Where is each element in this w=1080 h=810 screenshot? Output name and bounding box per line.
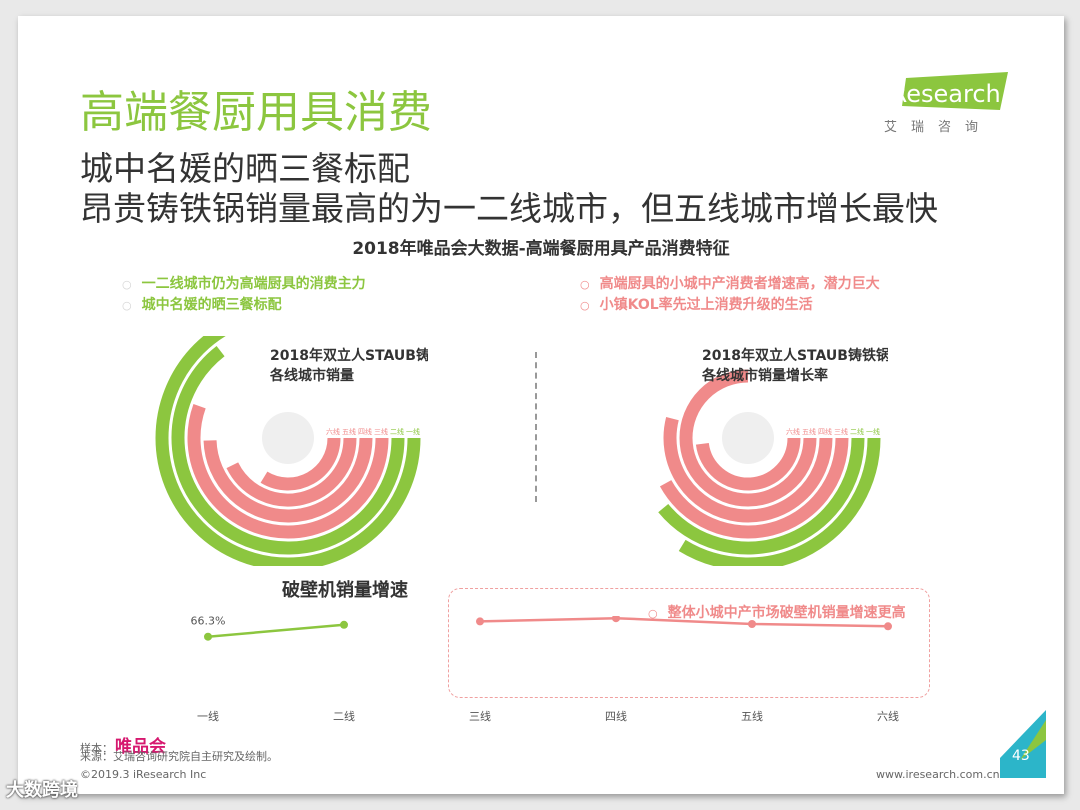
radial-label-1: 六线 [786,427,800,436]
line-x-tick: 六线 [877,709,899,723]
line-x-tick: 一线 [197,709,219,723]
subtitle-line-1: 城中名媛的晒三餐标配 [80,149,410,188]
highlight-note: 整体小城中产市场破壁机销量增速更高 [648,602,906,622]
center-placeholder [262,412,314,464]
sample-label: 样本： [80,742,113,755]
radial-bar-4 [187,403,389,539]
left-bullet-1: 一二线城市仍为高端厨具的消费主力 [122,274,366,295]
copyright: ©2019.3 iResearch Inc [80,768,207,781]
center-placeholder [722,412,774,464]
sample-value: 唯品会 [115,737,166,757]
footer-source: 来源：艾瑞咨询研究院自主研究及绘制。 [80,750,278,763]
line-x-tick: 五线 [741,709,763,723]
line-series-1 [207,623,345,638]
radial-bar-6 [678,437,881,566]
page-title: 高端餐厨用具消费 [80,87,432,138]
radial-label-4: 三线 [374,427,388,436]
line-data-label: 76.7% [871,616,906,617]
logo-banner-shape [902,72,1008,110]
chart-divider [535,352,537,502]
radial-label-3: 四线 [358,427,372,436]
line-chart-blender-growth: 66.3%78.2%81.6%84.8%79.0%76.7%一线二线三线四线五线… [191,616,906,723]
radial-title-line-2: 各线城市销量增长率 [701,367,828,384]
radial-bar-5 [171,345,405,555]
line-point [748,620,756,628]
line-chart-title: 破壁机销量增速 [282,580,408,601]
line-point [476,617,484,626]
watermark: 大数跨境 [6,780,78,801]
page-badge [1000,710,1046,778]
radial-title-line-1: 2018年双立人STAUB铸铁锅 [702,347,888,364]
right-bullet-1: 高端厨具的小城中产消费者增速高，潜力巨大 [580,274,880,295]
page-number: 43 [1012,748,1030,764]
slide: 高端餐厨用具消费 城中名媛的晒三餐标配 昂贵铸铁锅销量最高的为一二线城市，但五线… [18,16,1064,794]
radial-label-4: 三线 [834,427,848,436]
line-point [204,632,212,641]
radial-bar-3 [663,416,833,523]
logo-chinese: 艾瑞咨询 [884,120,993,135]
radial-label-6: 一线 [406,427,420,436]
logo-wordmark: iResearch [884,80,1001,108]
radial-bar-2 [679,369,817,507]
radial-bar-1 [695,437,801,491]
radial-bar-1 [260,437,341,491]
radial-bar-5 [658,437,865,555]
highlight-box [448,588,930,698]
radial-label-6: 一线 [866,427,880,436]
radial-bar-2 [226,437,357,507]
line-x-tick: 二线 [333,709,355,723]
chart-heading: 2018年唯品会大数据-高端餐厨用具产品消费特征 [352,239,730,259]
line-series-2 [479,616,889,628]
radial-bar-6 [155,336,421,566]
line-point [612,616,620,623]
radial-label-2: 五线 [802,427,816,436]
radial-bar-3 [203,437,373,523]
right-bullets: 高端厨具的小城中产消费者增速高，潜力巨大 小镇KOL率先过上消费升级的生活 [580,274,880,316]
left-bullets: 一二线城市仍为高端厨具的消费主力 城中名媛的晒三餐标配 [122,274,366,316]
iresearch-logo: iResearch 艾瑞咨询 [876,72,1016,142]
line-point [884,622,892,631]
left-bullet-2: 城中名媛的晒三餐标配 [122,295,366,316]
radial-title-line-1: 2018年双立人STAUB铸铁锅 [270,347,428,364]
right-bullet-2: 小镇KOL率先过上消费升级的生活 [580,295,880,316]
footer-sample: 样本： 唯品会 [80,732,166,757]
radial-label-3: 四线 [818,427,832,436]
radial-label-2: 五线 [342,427,356,436]
line-point [340,620,348,629]
logo-research: Research [890,80,1001,108]
line-data-label: 66.3% [191,616,226,628]
radial-label-5: 二线 [850,427,864,436]
radial-label-1: 六线 [326,427,340,436]
radial-label-5: 二线 [390,427,404,436]
radial-title-line-2: 各线城市销量 [269,367,354,384]
line-x-tick: 四线 [605,709,627,723]
subtitle-line-2: 昂贵铸铁锅销量最高的为一二线城市，但五线城市增长最快 [80,189,938,228]
logo-i: i [884,80,891,108]
radial-bar-4 [659,437,849,539]
line-x-tick: 三线 [469,709,491,723]
website: www.iresearch.com.cn [876,768,1000,781]
